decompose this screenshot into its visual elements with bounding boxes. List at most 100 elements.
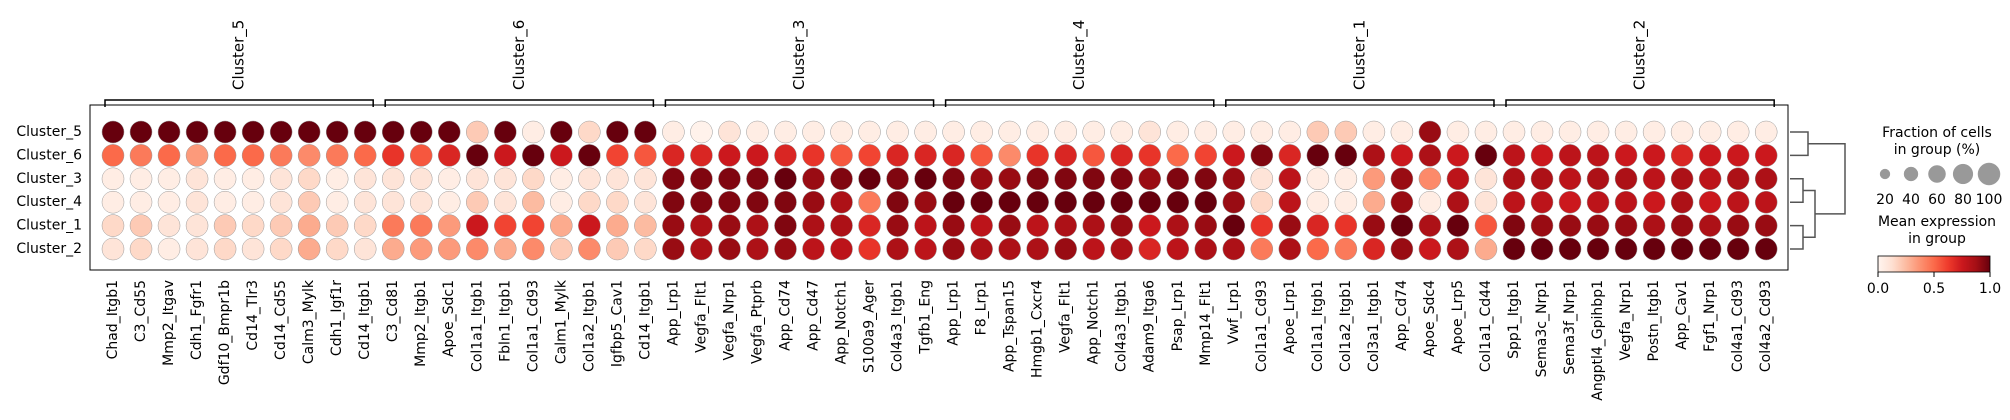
gene-label: Cd14_Cd55 [273,280,289,360]
dot [157,120,181,144]
dot [213,167,237,191]
dot [1250,120,1274,144]
dot [409,237,433,261]
dot [1586,120,1610,144]
dot [1698,214,1722,237]
dot [185,167,209,191]
dot [1642,237,1666,261]
colorbar-tick-label: 1.0 [1979,281,2001,297]
dot [1278,190,1302,214]
dot [1754,120,1778,144]
dot [437,190,461,214]
dendrogram [1790,131,1846,250]
size-legend-dot [1903,166,1919,182]
dot [578,144,601,167]
dot [662,144,685,167]
row-label: Cluster_6 [16,147,82,163]
dot [1390,144,1414,167]
dot [1390,190,1414,214]
dot [550,167,573,191]
dot [101,237,125,261]
dot [914,120,937,144]
dot [325,144,349,167]
dot [325,214,349,237]
dot [774,120,797,144]
dot [1110,214,1133,237]
group-bracket [104,99,374,107]
group-bracket [664,99,935,107]
dot [606,190,629,214]
dot [466,237,489,261]
dot [269,120,293,144]
dot [1110,120,1133,144]
dot [1082,214,1105,237]
dot [1082,237,1105,261]
dot [269,237,293,261]
dot [1642,120,1666,144]
gene-label: Igfbp5_Cav1 [609,280,625,367]
dot [914,214,937,237]
gene-label: App_Cd47 [806,280,822,351]
dot [269,167,293,191]
dot [297,214,321,237]
dot [494,144,517,167]
dot [1586,237,1610,261]
dot [1670,167,1694,191]
dot [241,144,265,167]
dot [1110,237,1133,261]
dot [606,167,629,191]
dot [1334,144,1358,167]
dot [746,120,769,144]
dot [1054,167,1077,191]
dot [606,120,629,144]
dot [1334,167,1358,191]
dot [325,190,349,214]
dot [1726,237,1750,261]
dot [1026,167,1049,191]
dot [101,190,125,214]
dot [1586,144,1610,167]
dot [578,167,601,191]
dot [522,237,545,261]
dot [1250,190,1274,214]
dot [690,190,713,214]
dot [1670,120,1694,144]
dot [1306,120,1330,144]
dot [1418,120,1442,144]
dot [1642,167,1666,191]
row-label: Cluster_5 [16,124,82,140]
gene-label: Calm3_Mylk [301,279,317,364]
dot [1026,120,1049,144]
gene-label: Col1a1_Itgb1 [1310,280,1326,372]
dot [1194,144,1218,167]
dot [1502,190,1526,214]
dot [1642,144,1666,167]
dot [1222,167,1246,191]
dot [1362,214,1386,237]
dot [662,167,685,191]
gene-label: App_Cd74 [777,280,793,351]
dot [1194,167,1218,191]
dot [1558,237,1582,261]
dot [353,214,377,237]
dot [970,237,993,261]
dot [494,237,517,261]
dot [1474,214,1498,237]
dot [1138,190,1161,214]
dot [409,144,433,167]
gene-label: Angptl4_Gpihbp1 [1590,280,1606,401]
dot [746,237,769,261]
dot [1362,167,1386,191]
gene-label: Vwf_Lrp1 [1226,280,1242,344]
dot [1250,237,1274,261]
gene-label: Hmgb1_Cxcr4 [1030,280,1046,378]
dot [774,237,797,261]
dot [241,214,265,237]
dot [830,144,853,167]
dot [858,237,881,261]
dot [1754,167,1778,191]
dot [1082,190,1105,214]
dot [718,144,741,167]
dot [522,144,545,167]
dot [409,190,433,214]
